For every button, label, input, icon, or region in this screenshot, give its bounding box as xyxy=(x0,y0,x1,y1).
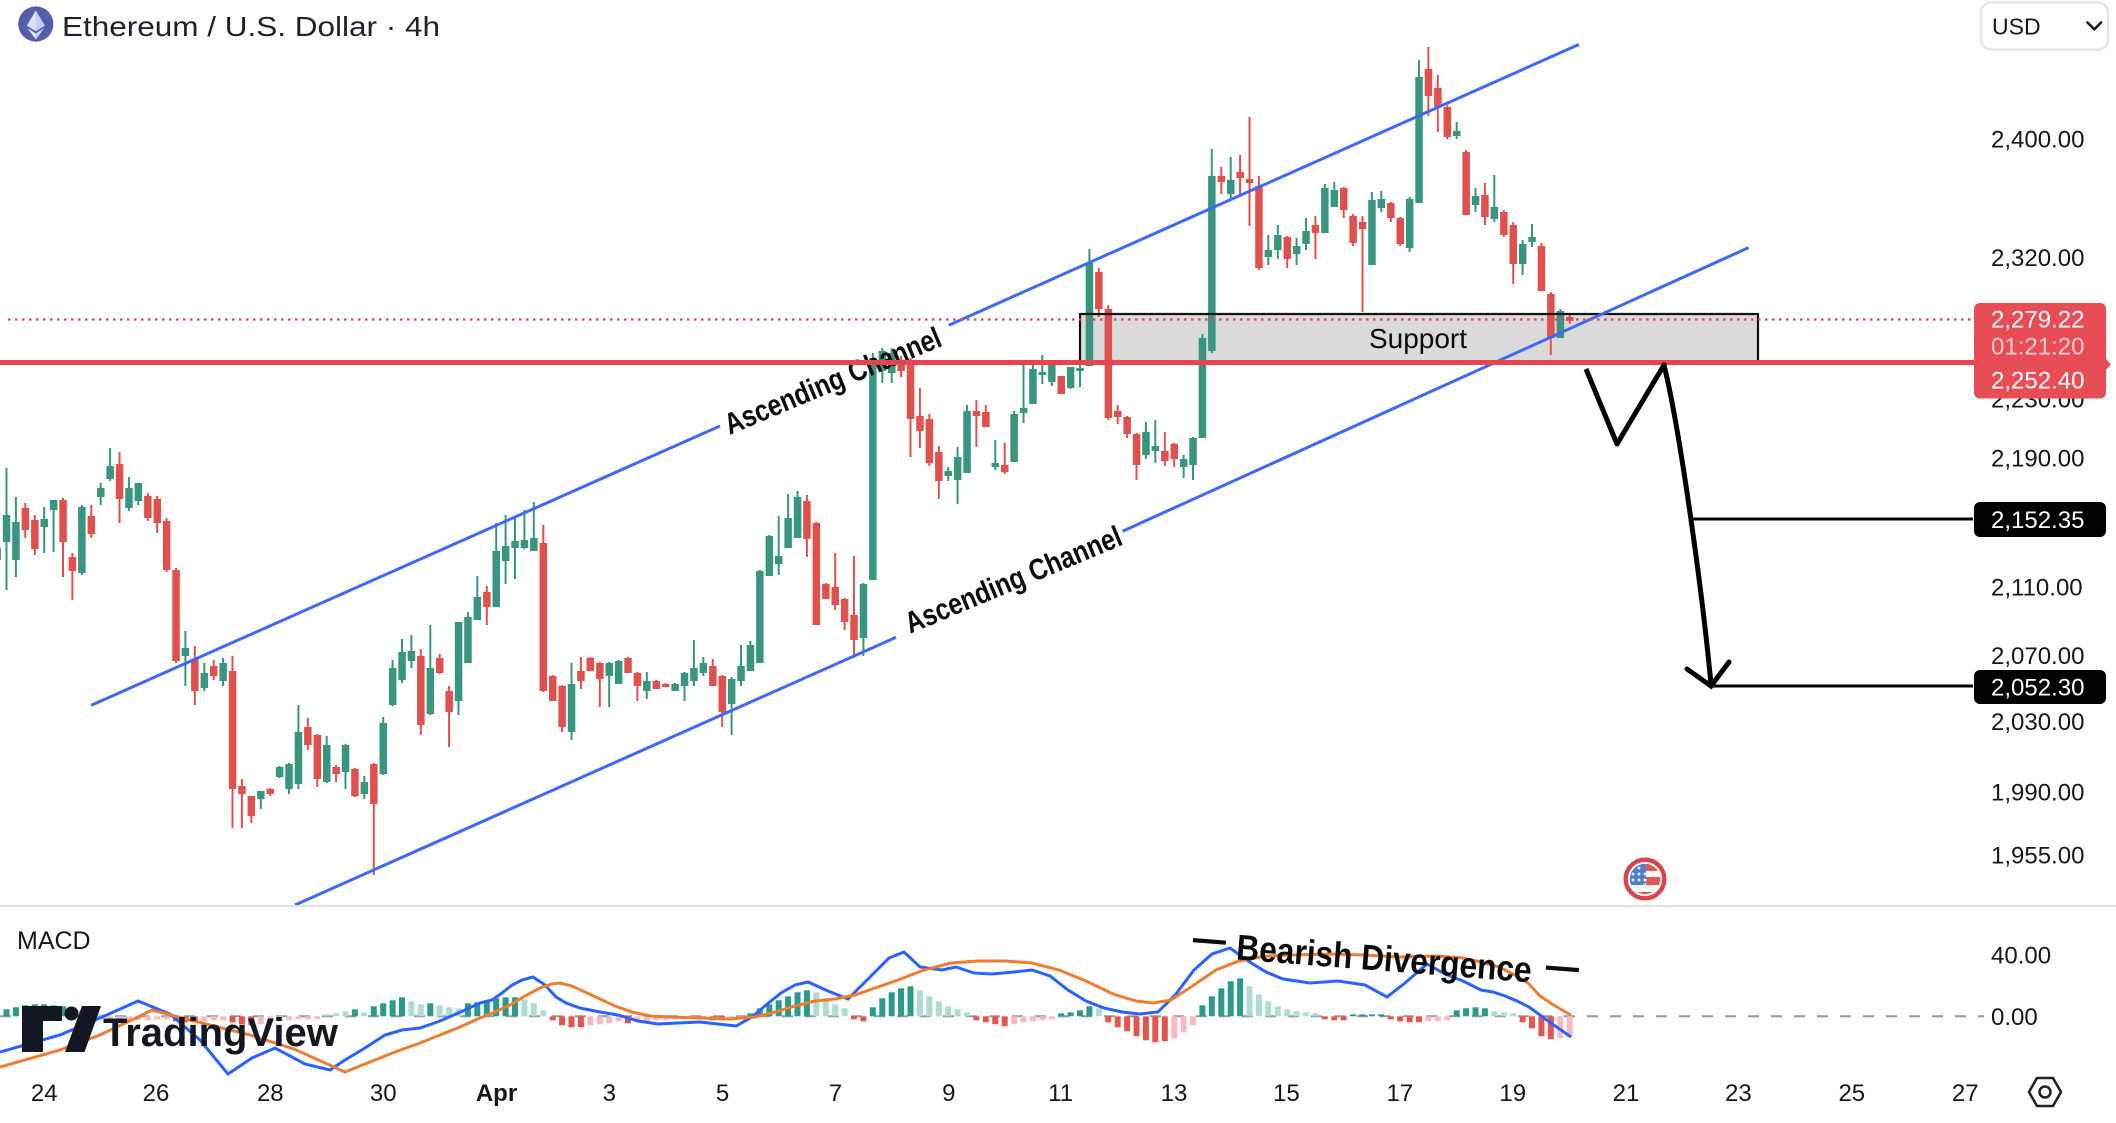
svg-text:1,990.00: 1,990.00 xyxy=(1991,780,2084,807)
svg-text:40.00: 40.00 xyxy=(1991,943,2051,970)
svg-text:21: 21 xyxy=(1613,1080,1640,1107)
svg-text:2,190.00: 2,190.00 xyxy=(1991,446,2084,473)
svg-text:2,110.00: 2,110.00 xyxy=(1991,575,2083,602)
svg-text:2,320.00: 2,320.00 xyxy=(1991,245,2084,272)
svg-text:26: 26 xyxy=(143,1080,170,1107)
svg-text:5: 5 xyxy=(716,1080,729,1107)
svg-text:17: 17 xyxy=(1386,1080,1413,1107)
svg-text:23: 23 xyxy=(1725,1080,1752,1107)
svg-text:2,152.35: 2,152.35 xyxy=(1991,507,2084,534)
svg-text:2,400.00: 2,400.00 xyxy=(1991,127,2084,154)
svg-text:MACD: MACD xyxy=(17,927,91,955)
svg-text:3: 3 xyxy=(603,1080,616,1107)
svg-text:0.00: 0.00 xyxy=(1991,1004,2038,1031)
svg-text:2,030.00: 2,030.00 xyxy=(1991,709,2084,736)
svg-text:13: 13 xyxy=(1161,1080,1188,1107)
svg-text:9: 9 xyxy=(942,1080,955,1107)
svg-text:30: 30 xyxy=(370,1080,397,1107)
svg-text:2,070.00: 2,070.00 xyxy=(1991,643,2084,670)
svg-text:1,955.00: 1,955.00 xyxy=(1991,843,2084,870)
svg-text:Apr: Apr xyxy=(476,1080,517,1107)
svg-text:USD: USD xyxy=(1992,14,2041,40)
svg-text:11: 11 xyxy=(1048,1080,1073,1107)
svg-text:27: 27 xyxy=(1952,1080,1979,1107)
svg-text:28: 28 xyxy=(257,1080,284,1107)
svg-text:2,279.22: 2,279.22 xyxy=(1991,307,2084,334)
svg-text:2,052.30: 2,052.30 xyxy=(1991,675,2084,702)
svg-text:19: 19 xyxy=(1499,1080,1526,1107)
svg-text:2,252.40: 2,252.40 xyxy=(1991,368,2084,395)
svg-text:7: 7 xyxy=(829,1080,842,1107)
svg-text:15: 15 xyxy=(1273,1080,1300,1107)
svg-text:Support: Support xyxy=(1369,323,1467,354)
svg-text:01:21:20: 01:21:20 xyxy=(1991,334,2084,361)
svg-text:TradingView: TradingView xyxy=(103,1011,339,1055)
svg-text:25: 25 xyxy=(1838,1080,1865,1107)
svg-text:24: 24 xyxy=(31,1080,58,1107)
svg-text:Ethereum / U.S. Dollar · 4h: Ethereum / U.S. Dollar · 4h xyxy=(62,11,440,42)
